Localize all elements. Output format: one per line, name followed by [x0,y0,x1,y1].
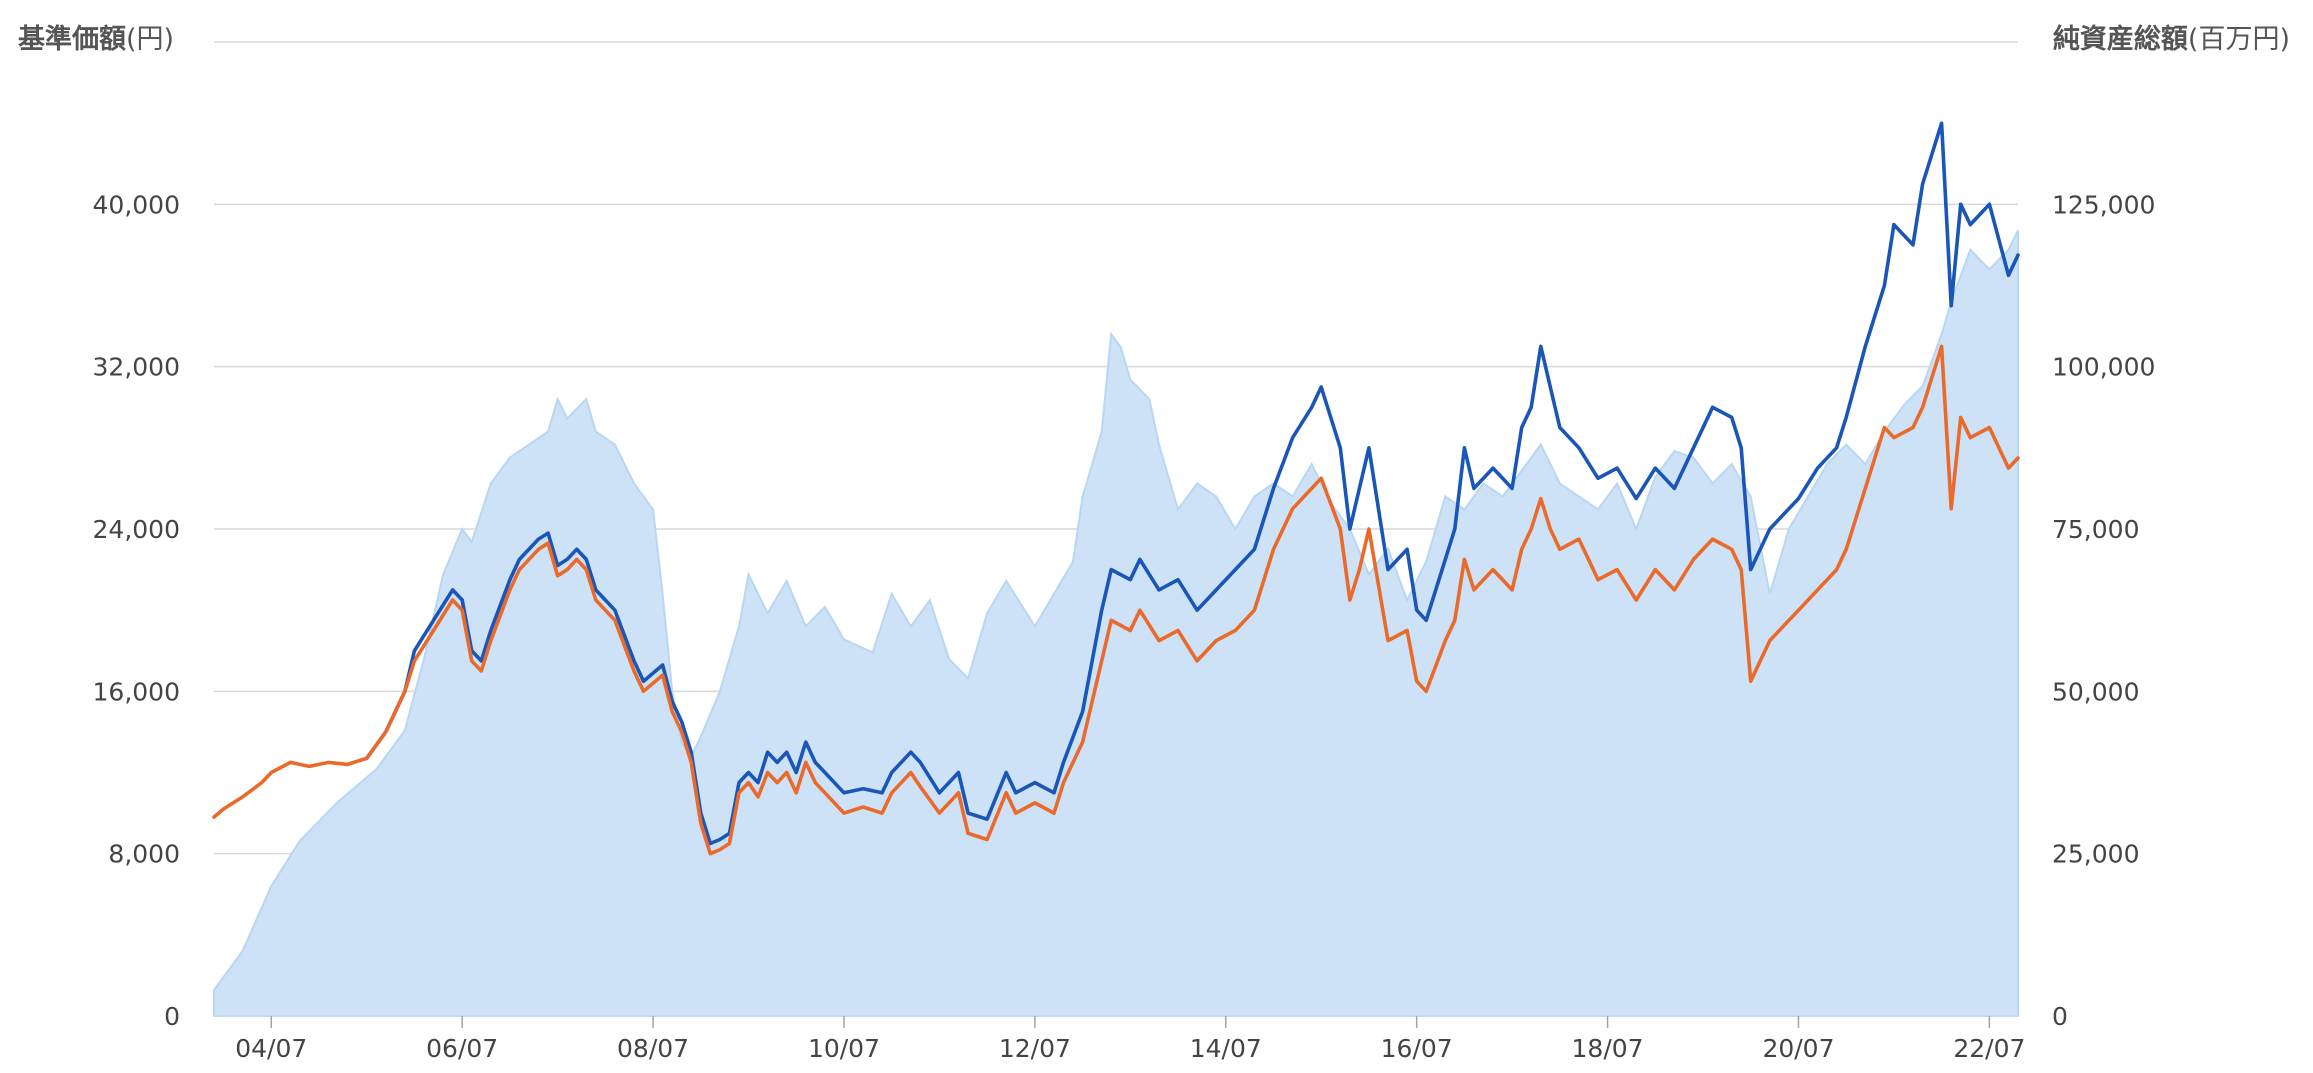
y-right-tick-label: 100,000 [2052,353,2155,382]
left-axis-unit: (円) [126,24,174,55]
right-axis-title-text: 純資産総額 [2053,23,2188,55]
y-right-tick-label: 0 [2052,1002,2068,1031]
x-tick-label: 10/07 [808,1034,880,1063]
y-right-tick-label: 50,000 [2052,677,2139,706]
right-axis-unit: (百万円) [2188,24,2290,55]
x-tick-label: 20/07 [1762,1034,1834,1063]
y-right-tick-label: 125,000 [2052,190,2155,219]
x-tick-label: 08/07 [617,1034,689,1063]
left-axis-title: 基準価額(円) [18,23,174,55]
y-left-tick-label: 40,000 [93,190,180,219]
axes: 0 8,000 16,000 24,000 32,000 40,000 0 25,000 50,… [93,190,2156,1063]
y-left-tick-label: 32,000 [93,353,180,382]
y-left-tick-label: 8,000 [108,840,180,869]
nav-line [212,344,2020,856]
x-tick-label: 12/07 [999,1034,1071,1063]
x-tick-label: 14/07 [1190,1034,1262,1063]
left-axis-title-text: 基準価額 [18,23,126,55]
nav-reinvested-line [364,121,2020,846]
right-axis-title: 純資産総額(百万円) [2053,23,2290,55]
x-tick-label: 04/07 [235,1034,307,1063]
y-left-tick-label: 0 [164,1002,180,1031]
x-tick-label: 22/07 [1953,1034,2025,1063]
nav-lines-layer [212,121,2020,856]
y-right-tick-label: 25,000 [2052,840,2139,869]
y-left-tick-label: 24,000 [93,515,180,544]
y-right-tick-label: 75,000 [2052,515,2139,544]
y-left-tick-label: 16,000 [93,677,180,706]
x-tick-label: 16/07 [1381,1034,1453,1063]
x-tick-label: 18/07 [1572,1034,1644,1063]
x-tick-label: 06/07 [426,1034,498,1063]
